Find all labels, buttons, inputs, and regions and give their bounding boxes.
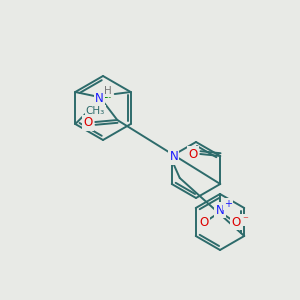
Text: CH₃: CH₃ <box>86 106 105 116</box>
Text: H: H <box>104 86 112 96</box>
Text: N: N <box>169 151 178 164</box>
Text: Cl: Cl <box>100 88 112 100</box>
Text: O: O <box>200 215 208 229</box>
Text: N: N <box>95 92 104 104</box>
Text: ⁻: ⁻ <box>242 215 248 225</box>
Text: +: + <box>224 199 232 209</box>
Text: O: O <box>231 215 241 229</box>
Text: N: N <box>216 203 224 217</box>
Text: O: O <box>84 116 93 130</box>
Text: O: O <box>189 148 198 160</box>
